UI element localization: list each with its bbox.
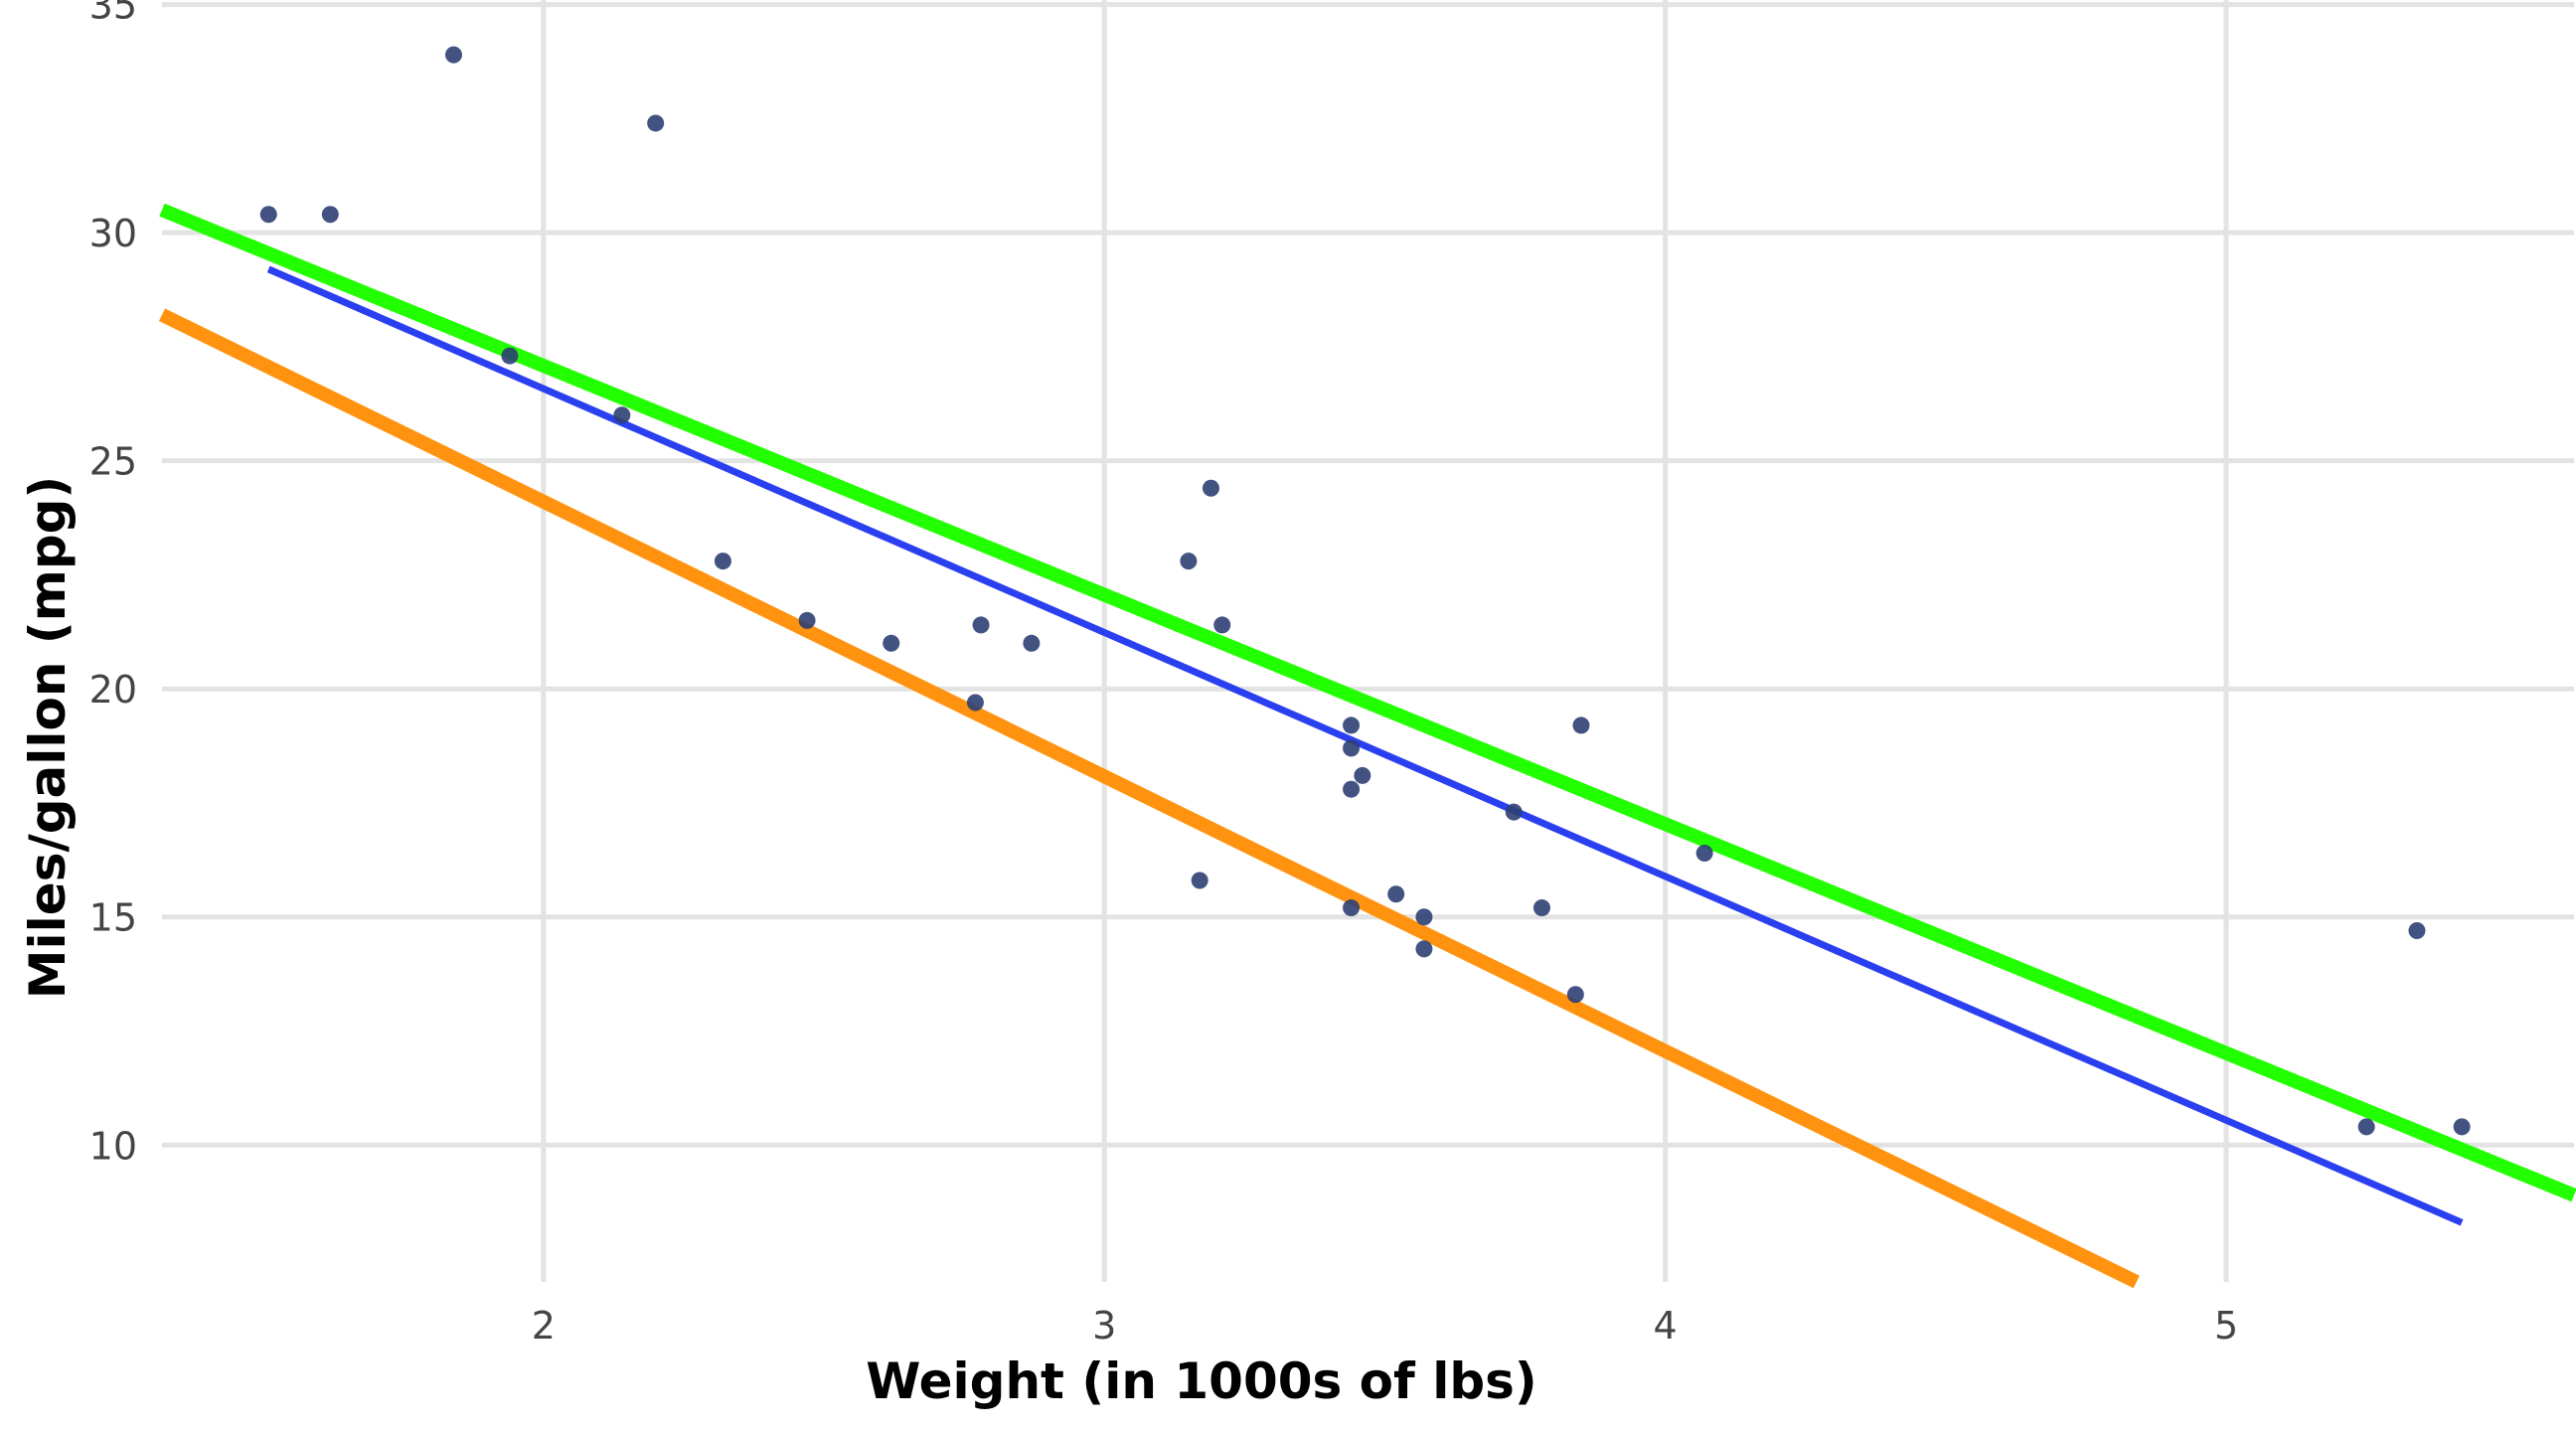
data-point xyxy=(1023,634,1041,652)
y-tick-label: 10 xyxy=(89,1124,137,1168)
y-tick-label: 15 xyxy=(89,896,137,940)
x-tick-label: 2 xyxy=(532,1304,556,1348)
data-point xyxy=(1572,716,1590,734)
lower-line xyxy=(158,308,2140,1289)
data-point xyxy=(2453,1118,2471,1136)
upper-line xyxy=(159,203,2576,1202)
data-point xyxy=(2408,922,2426,940)
data-point xyxy=(444,46,462,64)
data-point xyxy=(966,694,984,712)
data-point xyxy=(1191,872,1208,889)
data-point xyxy=(1695,844,1713,862)
y-tick-label: 25 xyxy=(89,440,137,484)
x-axis-title: Weight (in 1000s of lbs) xyxy=(866,1352,1537,1410)
x-tick-label: 3 xyxy=(1092,1304,1116,1348)
y-tick-label: 35 xyxy=(89,0,137,28)
x-tick-label: 4 xyxy=(1654,1304,1678,1348)
data-point xyxy=(259,206,277,224)
data-point xyxy=(613,406,631,424)
fit-line xyxy=(266,265,2464,1226)
data-point xyxy=(1343,716,1361,734)
data-point xyxy=(1202,479,1219,497)
data-point xyxy=(2357,1118,2375,1136)
data-point xyxy=(1180,553,1198,570)
y-tick-label: 30 xyxy=(89,212,137,255)
data-point xyxy=(798,611,816,629)
data-point xyxy=(1505,803,1523,821)
data-points xyxy=(259,46,2471,1136)
x-tick-label: 5 xyxy=(2214,1304,2238,1348)
data-point xyxy=(1343,739,1361,757)
data-point xyxy=(1387,885,1405,903)
data-point xyxy=(647,114,665,132)
y-tick-label: 20 xyxy=(89,668,137,712)
data-point xyxy=(501,347,519,365)
data-point xyxy=(972,616,990,634)
grid-lines xyxy=(162,0,2574,1282)
data-point xyxy=(1532,899,1550,917)
axis-ticks: 10 15 20 25 30 35 2 3 4 5 xyxy=(89,0,2239,1348)
data-point xyxy=(883,634,900,652)
data-point xyxy=(1415,940,1433,958)
data-point xyxy=(1213,616,1231,634)
data-point xyxy=(1566,986,1584,1004)
regression-lines xyxy=(158,203,2576,1289)
data-point xyxy=(714,553,731,570)
data-point xyxy=(321,206,339,224)
data-point xyxy=(1415,908,1433,926)
data-point xyxy=(1343,899,1361,917)
data-point xyxy=(1343,780,1361,798)
data-point xyxy=(1354,766,1371,784)
y-axis-title: Miles/gallon (mpg) xyxy=(19,476,77,1000)
